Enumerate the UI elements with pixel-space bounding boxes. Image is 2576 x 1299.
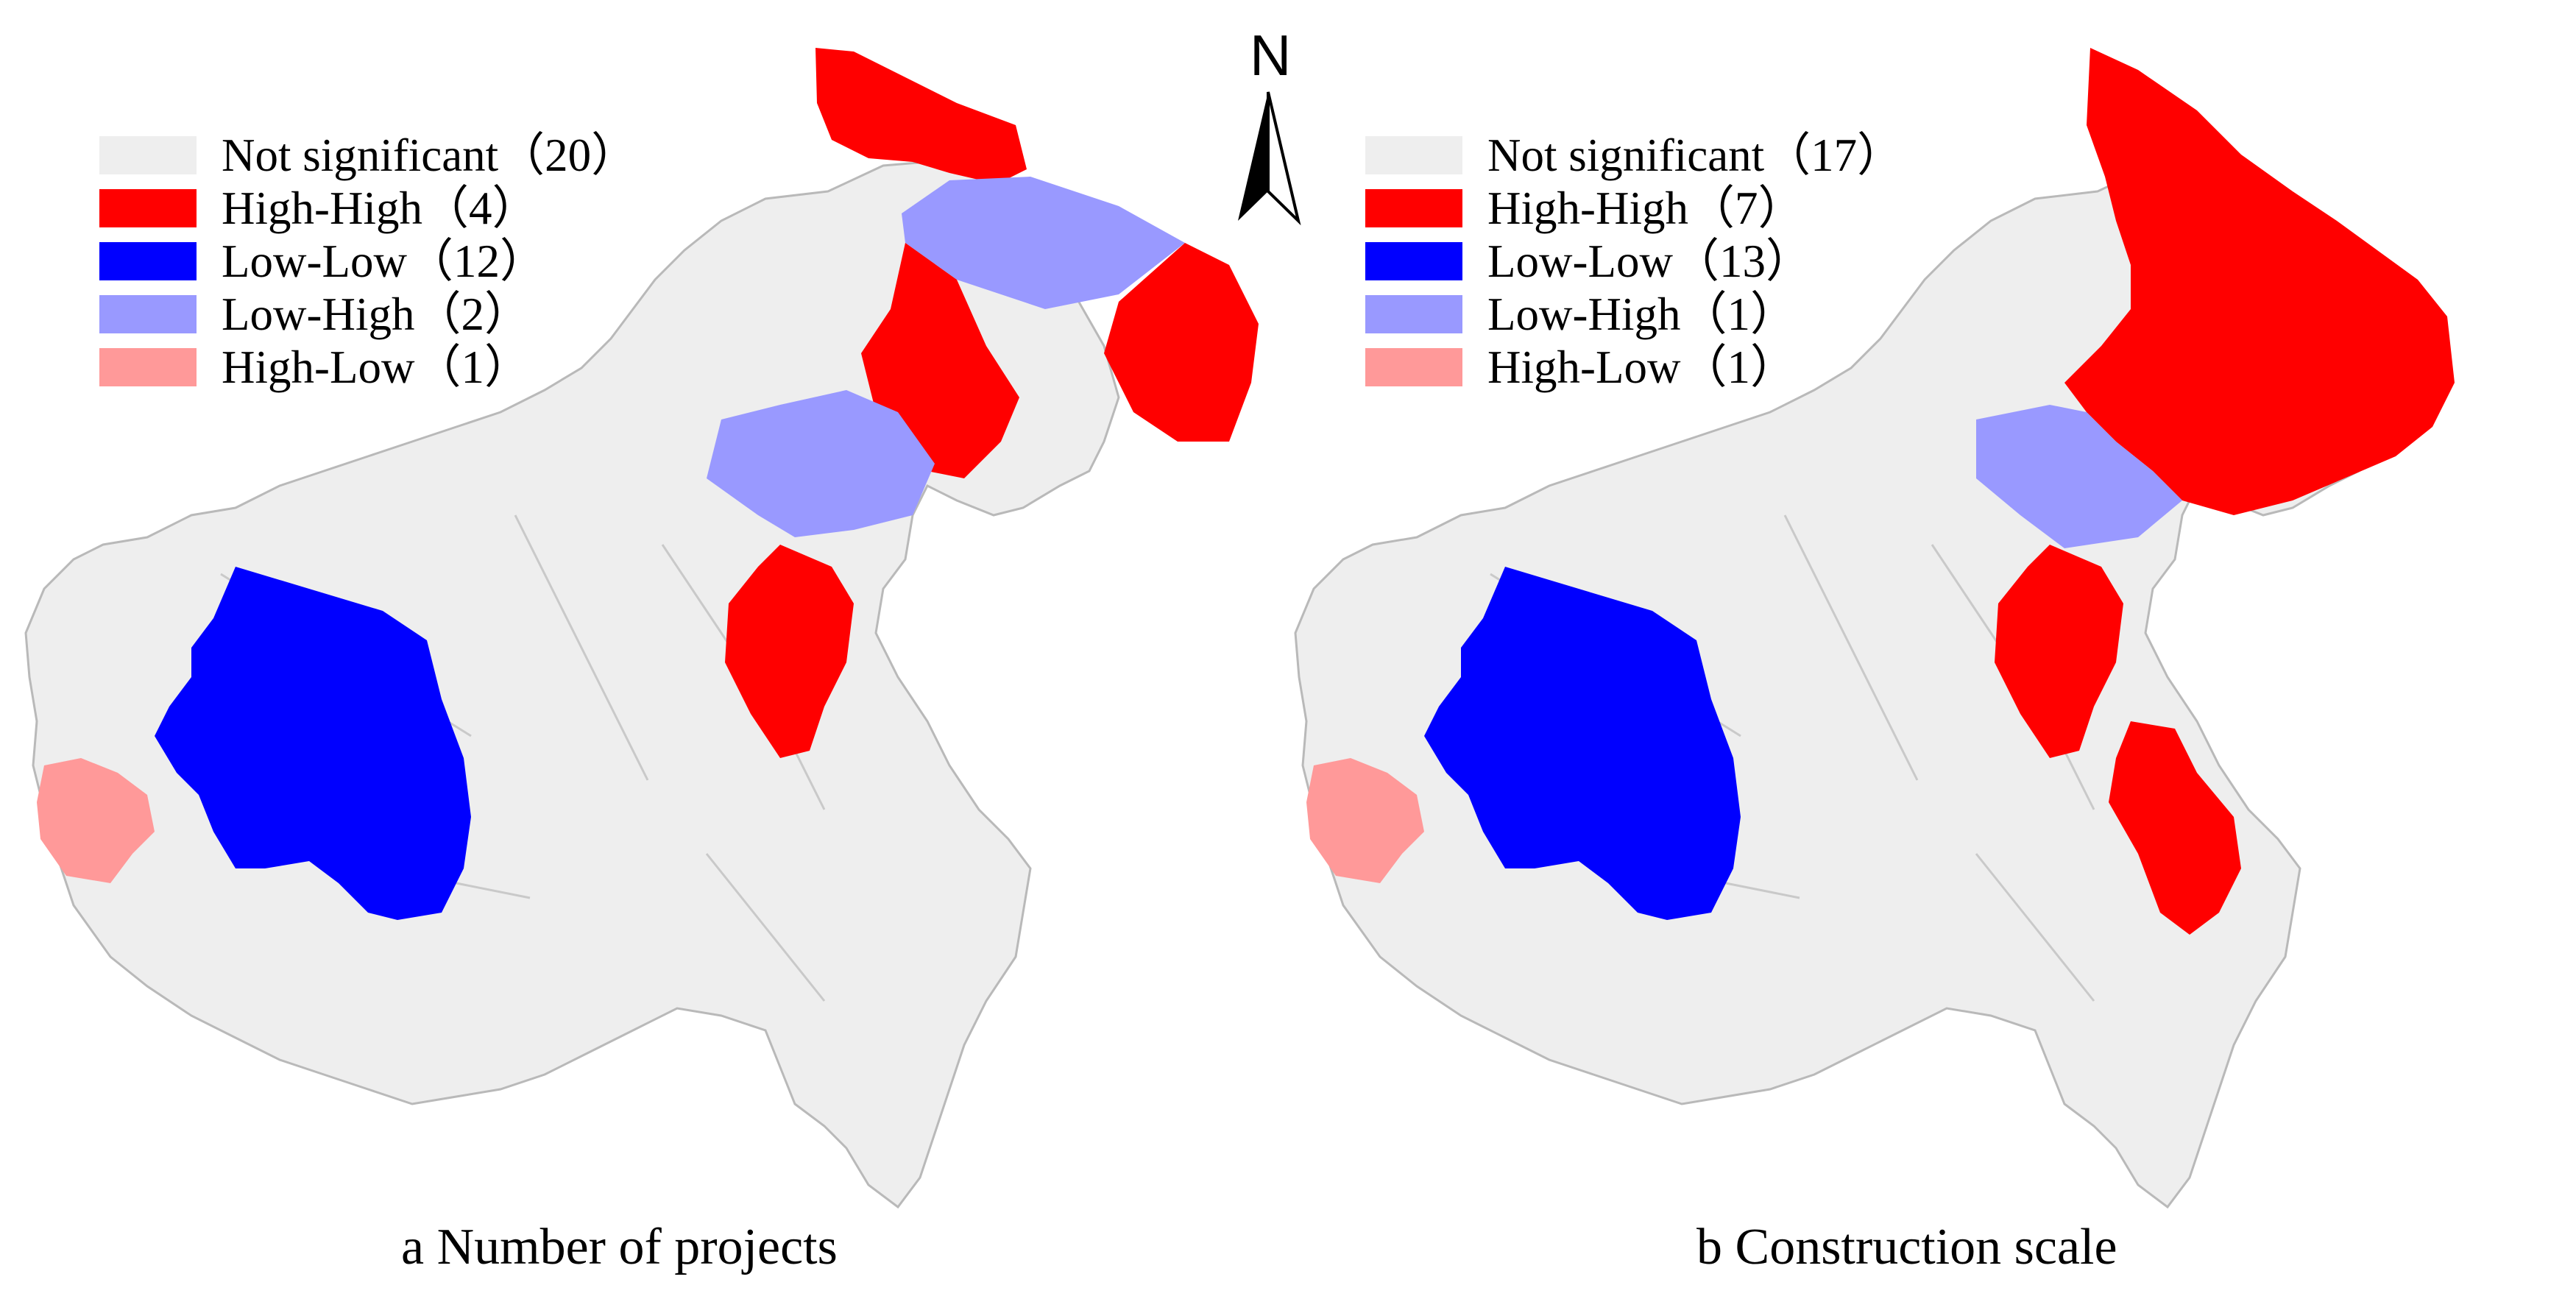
panel-a-caption: a Number of projects: [401, 1219, 838, 1275]
legend-swatch-low-high: [99, 295, 197, 333]
legend-label: Low-Low（12）: [222, 235, 546, 287]
legend-item-low-high: Low-High（2）: [99, 288, 637, 341]
legend-label: High-High（4）: [222, 182, 539, 234]
legend-item-high-low: High-Low（1）: [99, 341, 637, 394]
legend-label: Low-Low（13）: [1487, 235, 1812, 287]
legend-label: Not significant（17）: [1487, 129, 1904, 181]
panel-b-high-high-region-1: [2064, 48, 2455, 515]
legend-item-low-low: Low-Low（12）: [99, 235, 637, 288]
panel-b-high-high-region-2: [1995, 545, 2123, 758]
legend-item-not-significant: Not significant（17）: [1365, 129, 1903, 182]
legend-swatch-low-low: [1365, 242, 1462, 280]
legend-swatch-high-low: [1365, 348, 1462, 386]
legend-item-high-high: High-High（7）: [1365, 182, 1903, 235]
legend-item-not-significant: Not significant（20）: [99, 129, 637, 182]
panel-a-high-low-region: [37, 758, 155, 883]
legend-item-high-high: High-High（4）: [99, 182, 637, 235]
legend-swatch-low-low: [99, 242, 197, 280]
legend-label: Low-High（2）: [222, 288, 531, 340]
panel-b-caption: b Construction scale: [1696, 1219, 2117, 1275]
legend-label: High-Low（1）: [222, 341, 531, 393]
panel-a-high-high-region-3: [1104, 243, 1259, 442]
panel-a-map: [24, 48, 1259, 1208]
legend-swatch-high-high: [1365, 189, 1462, 227]
legend-label: Not significant（20）: [222, 129, 638, 181]
panel-b-high-high-region-3: [2109, 721, 2241, 935]
north-arrow-icon: [1238, 91, 1301, 226]
panel-b-high-low-region: [1306, 758, 1424, 883]
panel-b-map: [1294, 48, 2455, 1208]
legend-swatch-high-low: [99, 348, 197, 386]
legend-item-low-high: Low-High（1）: [1365, 288, 1903, 341]
legend-swatch-high-high: [99, 189, 197, 227]
panel-a-high-high-region-4: [725, 545, 854, 758]
panel-a-legend: Not significant（20） High-High（4） Low-Low…: [99, 129, 637, 394]
panel-b-low-high-region: [1976, 405, 2182, 548]
legend-label: High-High（7）: [1487, 182, 1805, 234]
north-label: N: [1250, 23, 1292, 88]
panel-b-low-low-region: [1424, 567, 1741, 920]
legend-swatch-low-high: [1365, 295, 1462, 333]
legend-item-high-low: High-Low（1）: [1365, 341, 1903, 394]
legend-swatch-not-significant: [1365, 136, 1462, 174]
legend-label: Low-High（1）: [1487, 288, 1797, 340]
panel-a-low-high-region-1: [902, 177, 1185, 309]
panel-b-legend: Not significant（17） High-High（7） Low-Low…: [1365, 129, 1903, 394]
panel-a-low-low-region: [155, 567, 471, 920]
panel-a-low-high-region-2: [707, 390, 935, 537]
panel-a-high-high-region-1: [815, 48, 1027, 184]
legend-item-low-low: Low-Low（13）: [1365, 235, 1903, 288]
legend-label: High-Low（1）: [1487, 341, 1797, 393]
legend-swatch-not-significant: [99, 136, 197, 174]
